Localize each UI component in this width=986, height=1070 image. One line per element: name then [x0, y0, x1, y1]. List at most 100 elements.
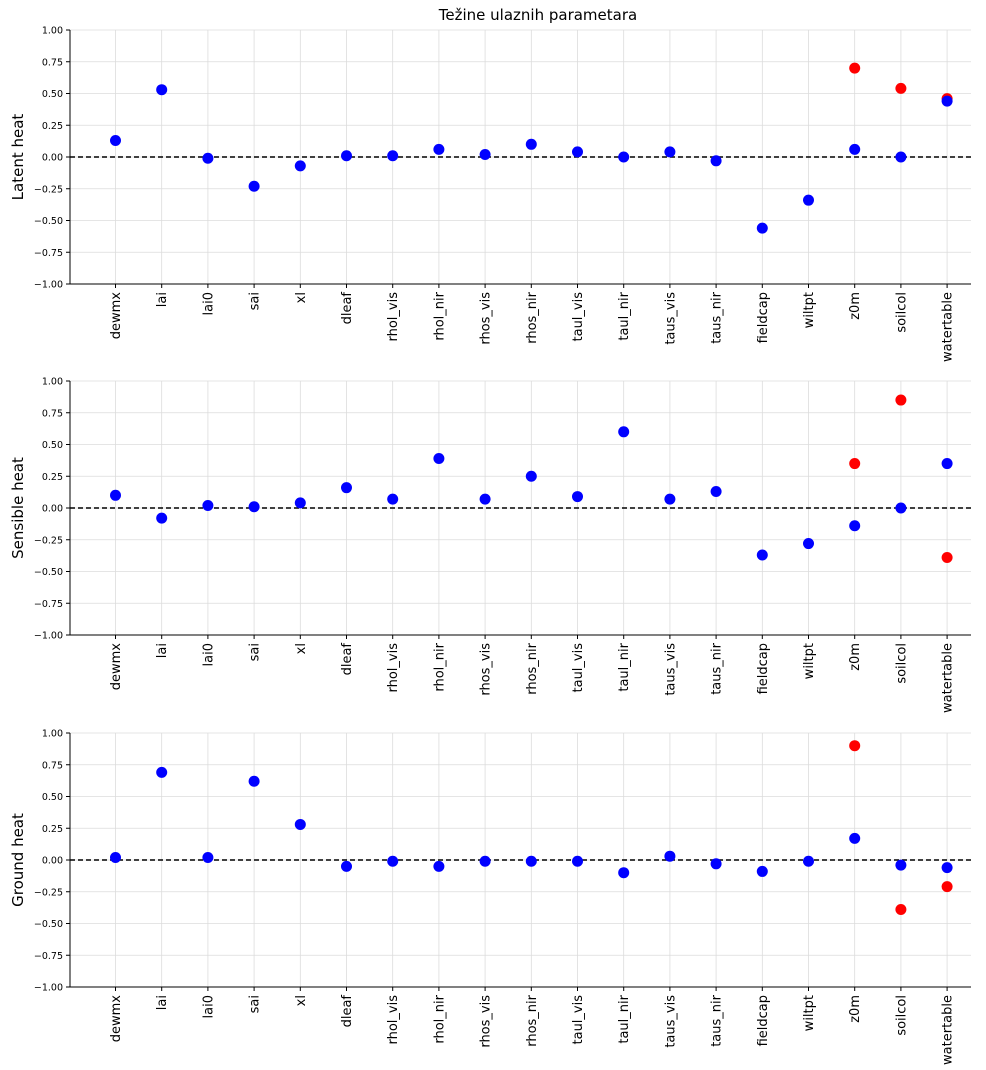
- blue-data-point: [756, 549, 768, 561]
- red-data-point: [895, 82, 907, 94]
- y-tick-label: 0.75: [42, 57, 63, 68]
- y-tick-label: 1.00: [42, 729, 63, 740]
- x-tick-label: taus_nir: [710, 994, 725, 1046]
- y-tick-label: −1.00: [34, 280, 63, 291]
- x-tick-label: lai0: [201, 292, 216, 315]
- blue-data-point: [525, 138, 537, 150]
- y-tick-label: 0.00: [42, 856, 63, 867]
- y-axis-label: Latent heat: [9, 114, 27, 201]
- blue-data-point: [941, 862, 953, 874]
- red-data-point: [849, 458, 861, 470]
- y-tick-label: 0.00: [42, 153, 63, 164]
- blue-data-point: [849, 143, 861, 155]
- blue-data-point: [294, 497, 306, 509]
- x-tick-label: dleaf: [340, 643, 355, 676]
- y-tick-label: 0.50: [42, 440, 63, 451]
- x-tick-label: taus_vis: [663, 643, 678, 696]
- blue-data-point: [941, 458, 953, 470]
- blue-data-point: [156, 84, 168, 96]
- blue-data-point: [572, 491, 583, 503]
- x-tick-label: wiltpt: [802, 292, 817, 328]
- blue-data-point: [110, 851, 121, 863]
- y-tick-label: −0.50: [34, 919, 63, 930]
- blue-data-point: [710, 155, 722, 167]
- blue-data-point: [756, 222, 768, 234]
- y-tick-label: −1.00: [34, 983, 63, 994]
- panels: 1.00 0.75 0.50 0.25 0.00 −0.25 −0.50 −0.75 −1.00…: [9, 26, 971, 1065]
- y-tick-label: 0.25: [42, 472, 63, 483]
- x-tick-label: lai: [155, 995, 170, 1010]
- panel-3: 1.00 0.75 0.50 0.25 0.00 −0.25 −0.50 −0.75 −1.00…: [9, 729, 971, 1065]
- blue-data-point: [572, 855, 583, 867]
- x-tick-label: sai: [248, 292, 263, 310]
- x-tick-label: wiltpt: [802, 643, 817, 679]
- blue-data-point: [479, 148, 491, 160]
- blue-data-point: [479, 855, 491, 867]
- y-tick-label: 0.25: [42, 824, 63, 835]
- y-tick-label: −0.25: [34, 535, 63, 546]
- blue-data-point: [202, 152, 214, 164]
- x-tick-label: rhos_vis: [479, 995, 494, 1048]
- red-data-point: [849, 740, 861, 752]
- x-tick-label: taul_nir: [617, 291, 632, 340]
- x-tick-label: rhol_vis: [386, 292, 401, 342]
- y-tick-label: −1.00: [34, 631, 63, 642]
- red-data-point: [895, 904, 907, 916]
- y-tick-label: 0.00: [42, 504, 63, 515]
- blue-data-point: [479, 493, 491, 505]
- y-tick-label: 0.75: [42, 408, 63, 419]
- x-tick-label: xl: [294, 292, 309, 303]
- red-data-point: [941, 881, 953, 893]
- x-tick-label: taul_vis: [571, 292, 586, 342]
- x-tick-label: taus_nir: [710, 642, 725, 694]
- x-tick-label: taus_nir: [710, 291, 725, 343]
- x-tick-label: taul_vis: [571, 643, 586, 693]
- y-tick-label: 0.50: [42, 792, 63, 803]
- blue-data-point: [664, 146, 676, 158]
- figure-title: Težine ulaznih parametara: [438, 6, 637, 24]
- x-tick-label: rhol_vis: [386, 643, 401, 693]
- blue-data-point: [387, 493, 399, 505]
- y-tick-label: 1.00: [42, 377, 63, 388]
- x-tick-label: rhos_vis: [479, 643, 494, 696]
- x-tick-label: rhos_nir: [525, 291, 540, 343]
- y-tick-label: −0.25: [34, 184, 63, 195]
- blue-data-point: [803, 194, 814, 206]
- blue-data-point: [110, 489, 121, 501]
- blue-data-point: [433, 143, 445, 155]
- x-tick-label: lai: [155, 292, 170, 307]
- x-tick-label: xl: [294, 995, 309, 1006]
- blue-data-point: [156, 512, 168, 524]
- blue-data-point: [248, 180, 260, 192]
- blue-data-point: [803, 538, 814, 550]
- blue-data-point: [803, 855, 814, 867]
- x-tick-label: soilcol: [894, 995, 909, 1036]
- y-tick-label: 0.75: [42, 760, 63, 771]
- blue-data-point: [618, 867, 630, 879]
- panel-1: 1.00 0.75 0.50 0.25 0.00 −0.25 −0.50 −0.75 −1.00…: [9, 26, 971, 362]
- blue-data-point: [341, 150, 352, 162]
- blue-data-point: [341, 482, 352, 494]
- x-tick-label: soilcol: [894, 292, 909, 333]
- x-tick-label: watertable: [941, 292, 956, 362]
- y-tick-label: −0.75: [34, 248, 63, 259]
- x-tick-label: wiltpt: [802, 995, 817, 1031]
- x-tick-label: watertable: [941, 643, 956, 713]
- x-tick-label: taus_vis: [663, 292, 678, 345]
- x-tick-label: z0m: [848, 995, 863, 1023]
- x-tick-label: dleaf: [340, 995, 355, 1028]
- blue-data-point: [341, 860, 352, 872]
- x-tick-label: sai: [248, 643, 263, 661]
- x-tick-label: dewmx: [109, 643, 124, 691]
- blue-data-point: [525, 855, 537, 867]
- blue-data-point: [433, 860, 445, 872]
- x-tick-label: fieldcap: [756, 292, 771, 343]
- blue-data-point: [294, 818, 306, 830]
- blue-data-point: [294, 160, 306, 172]
- blue-data-point: [572, 146, 583, 158]
- blue-data-point: [941, 95, 953, 107]
- x-tick-label: z0m: [848, 643, 863, 671]
- blue-data-point: [849, 832, 861, 844]
- x-tick-label: fieldcap: [756, 995, 771, 1046]
- y-tick-label: −0.75: [34, 951, 63, 962]
